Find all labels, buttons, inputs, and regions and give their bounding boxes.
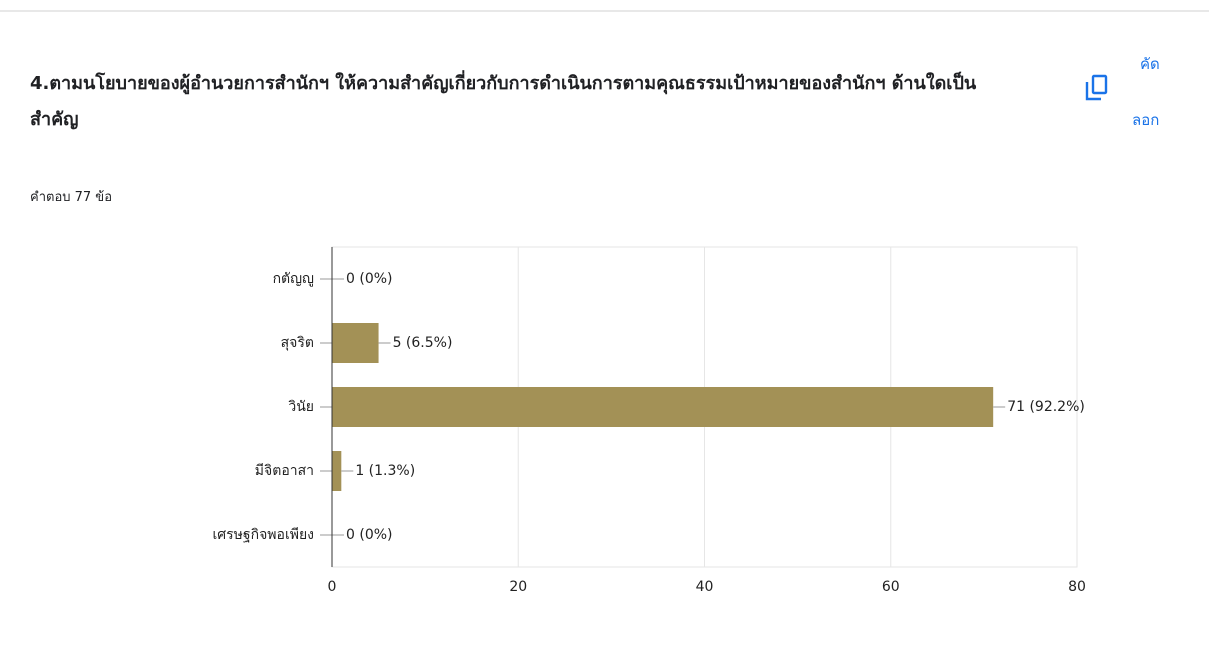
y-tick-label: สุจริต — [281, 335, 314, 351]
y-tick-label: กตัญญู — [273, 271, 314, 287]
question-title: 4.ตามนโยบายของผู้อำนวยการสำนักฯ ให้ความส… — [30, 73, 977, 130]
value-label: 0 (0%) — [346, 527, 393, 543]
copy-label[interactable]: คัด — [1140, 55, 1160, 73]
x-tick-label: 60 — [882, 579, 900, 595]
value-label: 0 (0%) — [346, 271, 393, 287]
copy-icon[interactable] — [1085, 74, 1108, 101]
x-tick-label: 40 — [696, 579, 714, 595]
x-tick-label: 20 — [509, 579, 527, 595]
bar — [332, 323, 379, 363]
copy-label[interactable]: ลอก — [1132, 111, 1160, 129]
x-tick-label: 80 — [1068, 579, 1086, 595]
bar — [332, 451, 342, 491]
value-label: 1 (1.3%) — [355, 463, 415, 479]
y-tick-label: มีจิตอาสา — [255, 463, 314, 479]
bar — [332, 387, 994, 427]
y-tick-label: วินัย — [288, 399, 314, 415]
x-tick-label: 0 — [328, 579, 337, 595]
value-label: 71 (92.2%) — [1007, 399, 1085, 415]
card — [0, 10, 1209, 654]
response-count: คำตอบ 77 ข้อ — [30, 190, 112, 205]
value-label: 5 (6.5%) — [393, 335, 453, 351]
y-tick-label: เศรษฐกิจพอเพียง — [212, 527, 314, 543]
